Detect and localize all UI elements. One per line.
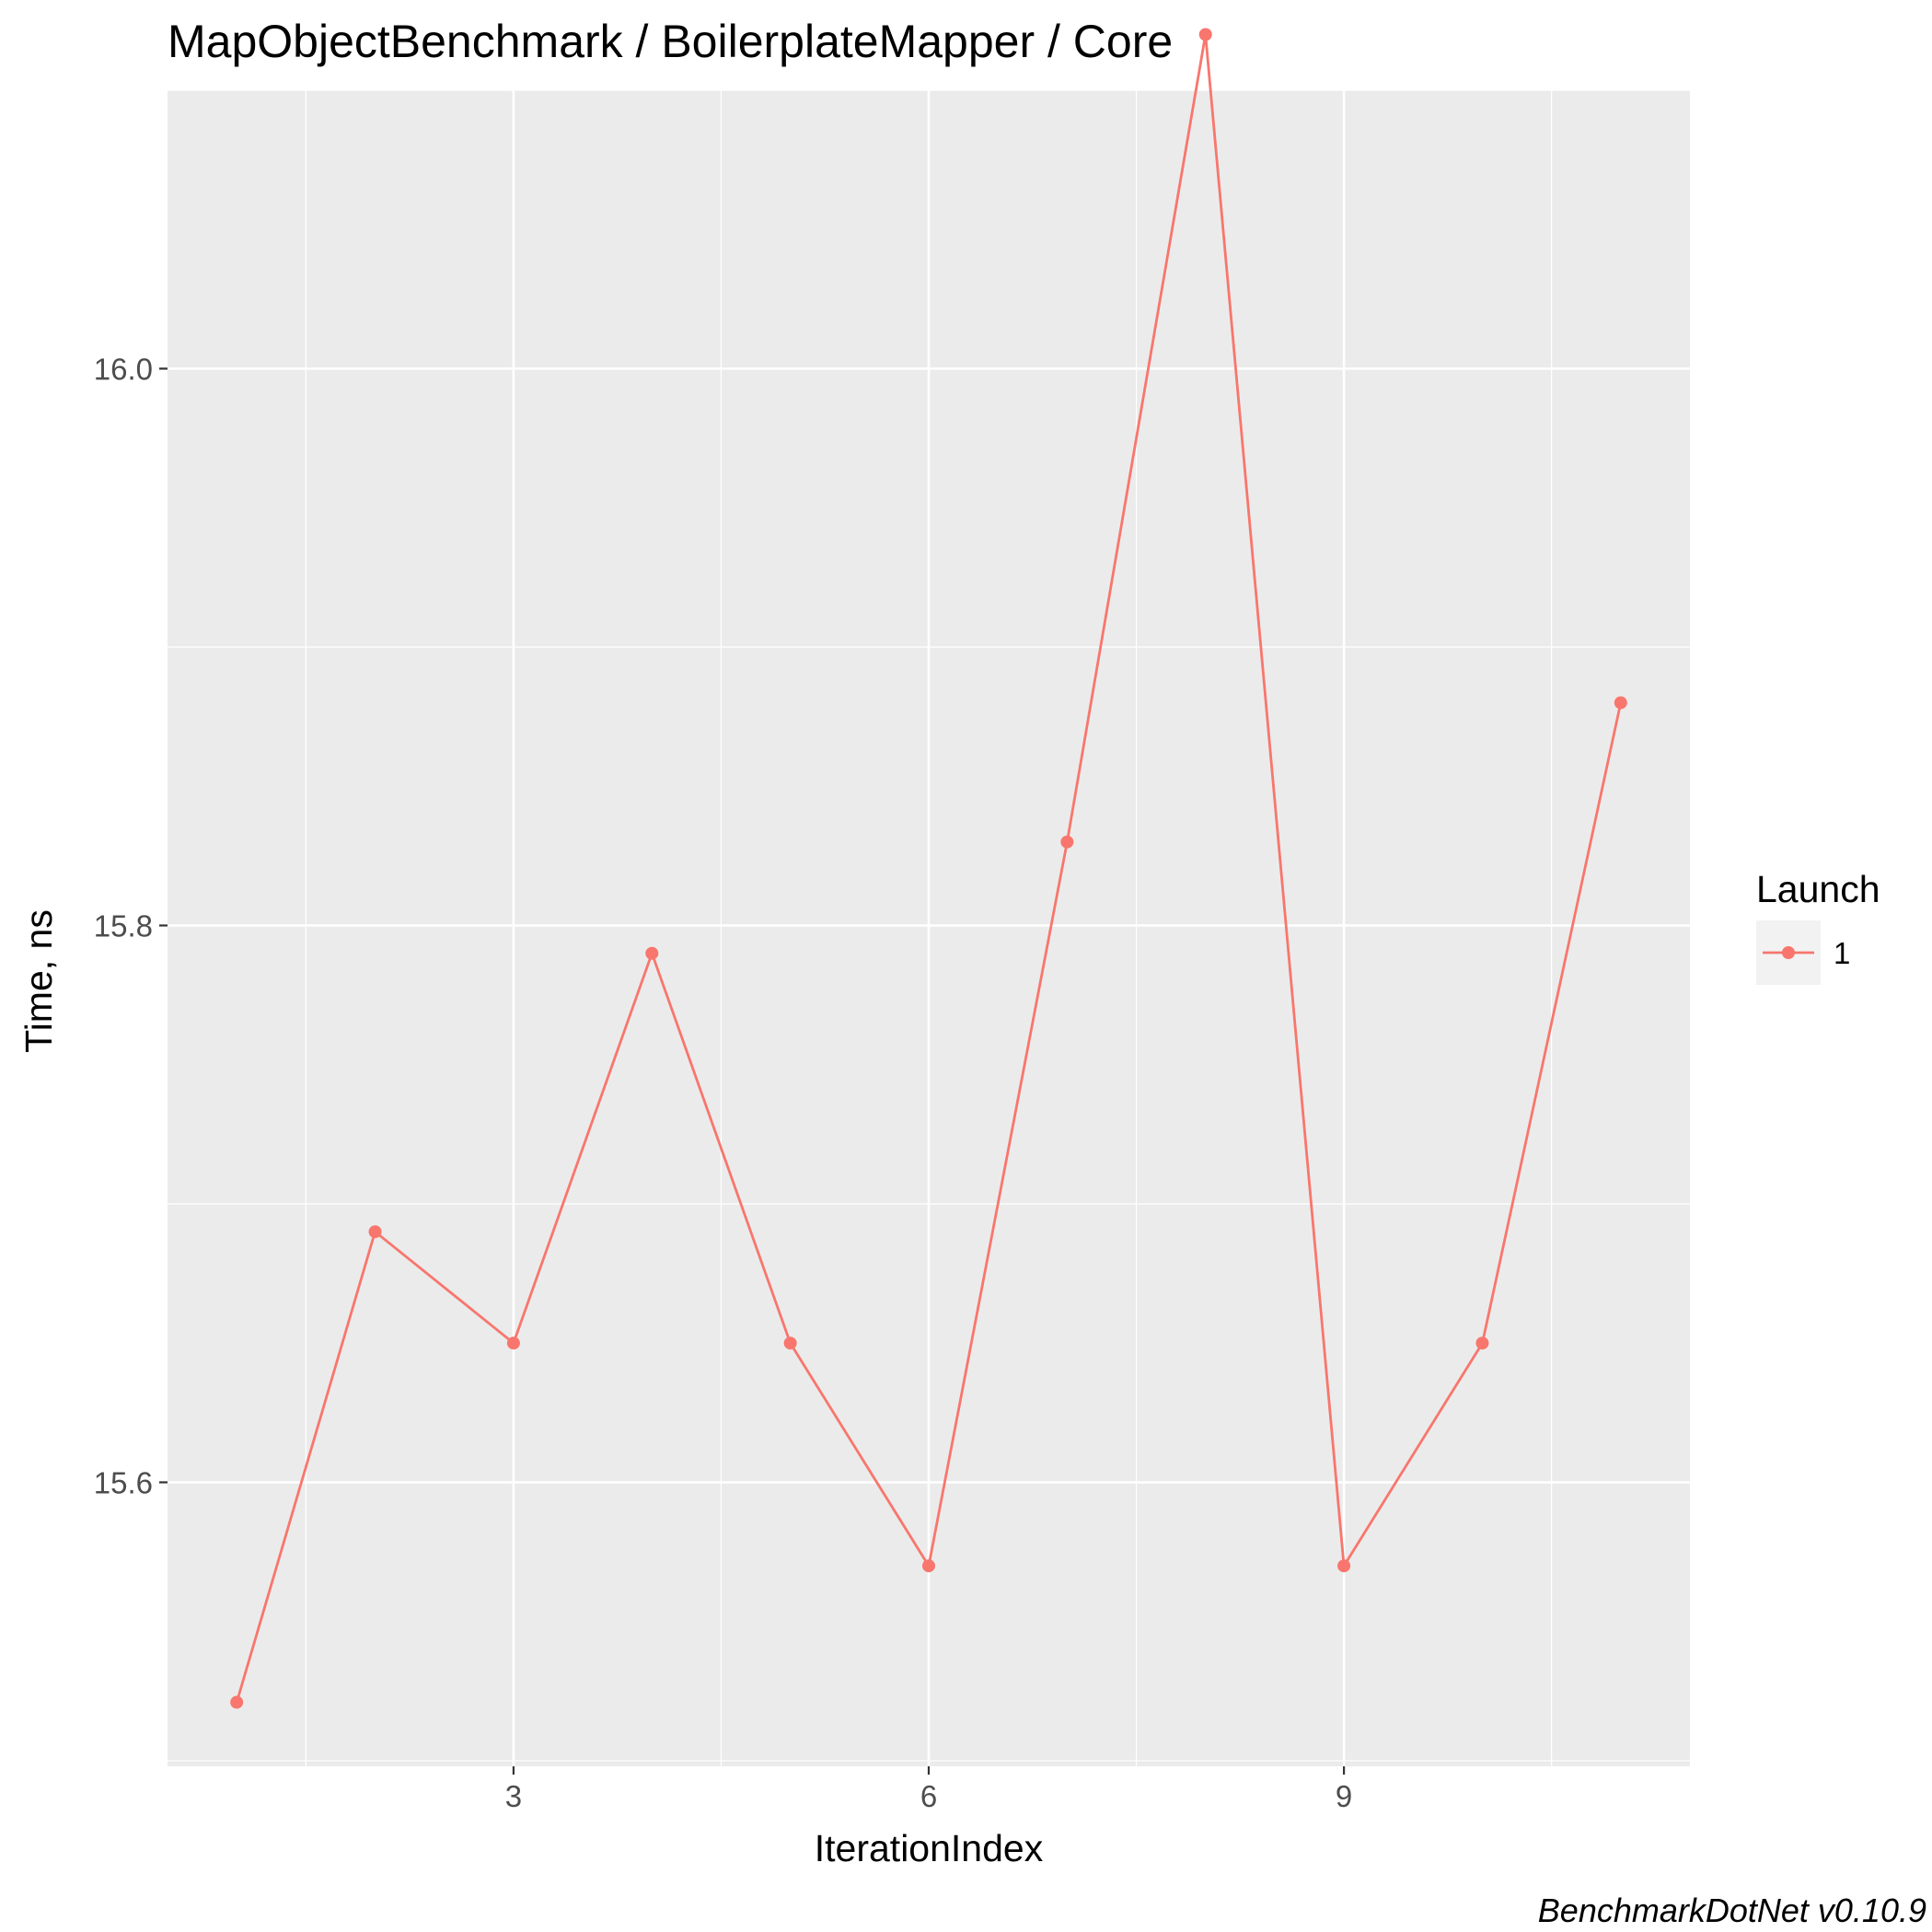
x-axis: 3 6 9 — [505, 1766, 1352, 1813]
y-tick-label: 16.0 — [94, 352, 153, 386]
y-axis: 15.6 15.8 16.0 — [94, 352, 168, 1499]
legend: Launch 1 — [1756, 868, 1880, 985]
legend-title: Launch — [1756, 868, 1880, 910]
data-point — [1060, 835, 1074, 849]
data-point — [645, 946, 659, 960]
x-tick-label: 9 — [1336, 1779, 1352, 1813]
data-point — [230, 1695, 244, 1709]
x-tick-label: 3 — [505, 1779, 522, 1813]
legend-label: 1 — [1834, 936, 1850, 970]
legend-key-point — [1782, 946, 1795, 959]
y-axis-title: Time, ns — [17, 909, 60, 1053]
y-tick-label: 15.8 — [94, 908, 153, 943]
data-point — [922, 1559, 935, 1573]
x-axis-title: IterationIndex — [815, 1827, 1044, 1869]
data-point — [783, 1336, 797, 1350]
x-tick-label: 6 — [920, 1779, 937, 1813]
series-layer — [230, 28, 1627, 1709]
data-point — [1475, 1336, 1489, 1350]
data-point — [506, 1336, 520, 1350]
y-tick-label: 15.6 — [94, 1465, 153, 1499]
grid-major — [168, 90, 1690, 1766]
data-point — [1198, 28, 1212, 41]
data-point — [1614, 696, 1627, 710]
caption: BenchmarkDotNet v0.10.9 — [1538, 1892, 1926, 1929]
data-point — [368, 1225, 382, 1239]
chart-title: MapObjectBenchmark / BoilerplateMapper /… — [168, 16, 1173, 67]
data-point — [1337, 1559, 1351, 1573]
